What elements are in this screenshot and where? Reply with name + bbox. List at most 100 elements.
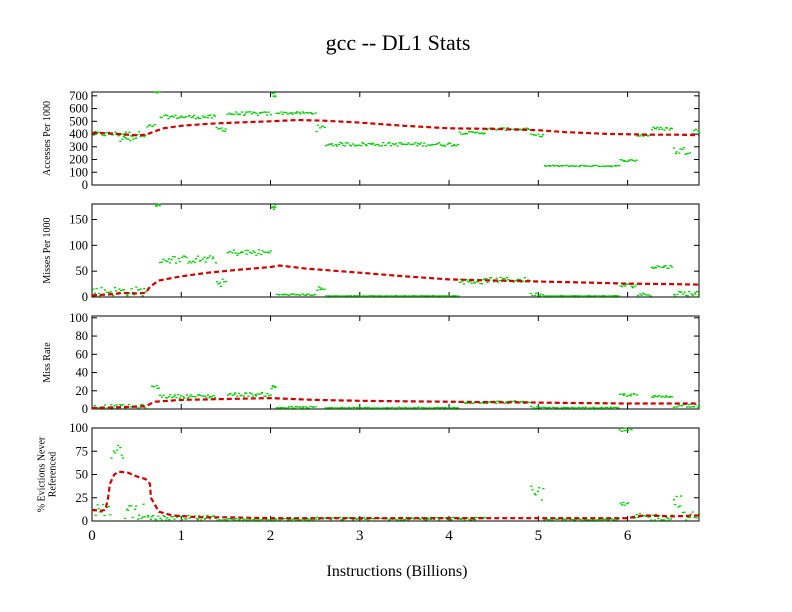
sample-point	[328, 143, 331, 145]
sample-point	[224, 519, 227, 521]
sample-point	[306, 293, 309, 295]
sample-point	[689, 406, 692, 408]
sample-point	[359, 407, 362, 409]
sample-point	[588, 295, 591, 297]
sample-point	[297, 294, 300, 296]
sample-point	[118, 288, 121, 290]
sample-point	[496, 128, 499, 130]
sample-point	[542, 487, 545, 490]
sample-point	[609, 406, 612, 408]
sample-point	[229, 113, 232, 115]
sample-point	[134, 505, 138, 507]
sample-point	[530, 133, 533, 135]
sample-point	[119, 403, 122, 406]
sample-point	[661, 519, 664, 521]
sample-point	[323, 288, 326, 290]
sample-point	[622, 284, 625, 286]
sample-point	[221, 278, 224, 280]
sample-point	[219, 519, 222, 521]
sample-point	[615, 295, 618, 297]
sample-point	[516, 278, 519, 280]
sample-point	[669, 518, 673, 520]
sample-point	[294, 519, 297, 521]
sample-point	[656, 126, 659, 128]
sample-point	[295, 111, 299, 113]
sample-point	[551, 164, 554, 166]
sample-point	[167, 258, 170, 260]
sample-point	[688, 403, 691, 405]
sample-point	[206, 117, 209, 119]
sample-point	[623, 393, 626, 395]
sample-point	[579, 518, 582, 520]
sample-point	[410, 407, 413, 409]
sample-point	[548, 295, 551, 297]
sample-point	[264, 518, 267, 521]
sample-point	[396, 519, 399, 521]
sample-point	[155, 519, 158, 521]
sample-point	[661, 128, 664, 130]
sample-point	[92, 288, 95, 290]
sample-point	[375, 144, 378, 146]
sample-point	[412, 143, 415, 145]
sample-point	[474, 519, 477, 521]
y-tick-label: 400	[69, 127, 88, 141]
sample-point	[450, 519, 453, 521]
sample-point	[587, 407, 590, 409]
y-tick-label: 100	[69, 238, 88, 252]
sample-point	[193, 396, 196, 398]
sample-point	[643, 293, 646, 295]
sample-point	[522, 127, 525, 130]
sample-point	[225, 280, 228, 283]
sample-point	[378, 145, 381, 147]
sample-point	[569, 518, 572, 521]
sample-point	[135, 286, 138, 288]
sample-point	[245, 111, 248, 113]
sample-point	[307, 519, 310, 521]
sample-point	[394, 295, 397, 297]
x-tick-label: 6	[624, 528, 632, 544]
sample-point	[429, 295, 433, 297]
sample-point	[125, 293, 128, 295]
sample-point	[627, 429, 630, 431]
sample-point	[275, 112, 278, 115]
sample-point	[366, 295, 369, 297]
sample-point	[381, 295, 384, 297]
sample-point	[638, 513, 641, 515]
sample-point	[315, 516, 318, 518]
sample-point	[151, 125, 154, 127]
sample-point	[580, 407, 583, 409]
sample-point	[235, 395, 239, 397]
sample-point	[103, 514, 106, 517]
sample-point	[663, 129, 666, 131]
sample-point	[424, 295, 428, 297]
y-tick-label: 40	[76, 366, 89, 380]
sample-point	[254, 519, 257, 521]
sample-point	[219, 285, 223, 288]
sample-point	[534, 294, 537, 297]
sample-point	[589, 165, 592, 168]
sample-point	[187, 514, 190, 517]
sample-point	[185, 256, 188, 259]
sample-point	[652, 267, 655, 269]
sample-point	[449, 142, 452, 144]
sample-point	[330, 518, 333, 521]
sample-point	[686, 153, 689, 155]
sample-point	[180, 115, 183, 117]
sample-point	[236, 254, 239, 256]
sample-point	[302, 112, 305, 114]
sample-point	[243, 114, 246, 117]
sample-point	[656, 396, 659, 398]
sample-point	[678, 152, 681, 154]
sample-point	[614, 519, 617, 521]
y-tick-label: 0	[82, 514, 88, 528]
sample-point	[288, 406, 291, 408]
sample-point	[539, 136, 542, 138]
sample-point	[256, 519, 259, 521]
sample-point	[386, 407, 389, 409]
sample-point	[618, 393, 621, 395]
sample-point	[660, 519, 663, 521]
sample-point	[462, 133, 465, 135]
sample-point	[139, 288, 142, 290]
sample-point	[531, 294, 534, 297]
